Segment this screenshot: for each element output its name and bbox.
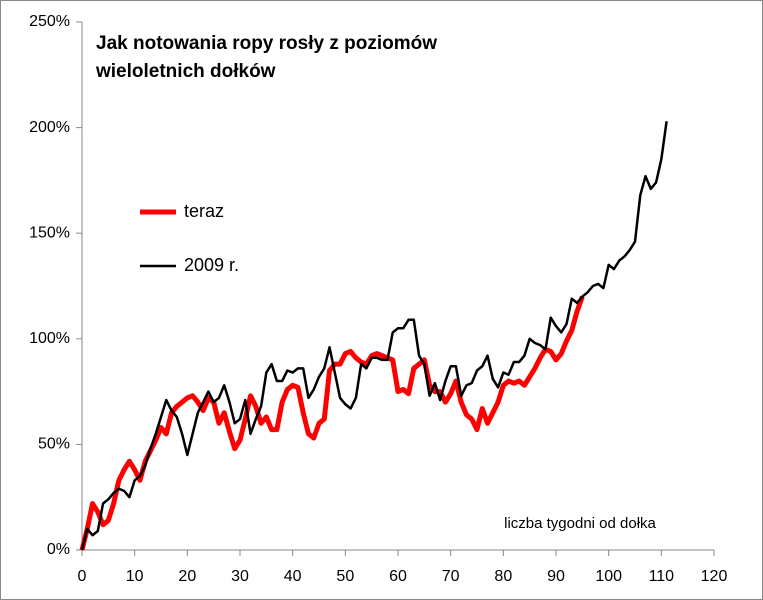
x-tick-label: 90 <box>547 568 565 585</box>
x-tick-label: 0 <box>78 568 87 585</box>
x-tick-label: 10 <box>126 568 144 585</box>
x-tick-label: 100 <box>595 568 622 585</box>
axis-annotation: liczba tygodni od dołka <box>504 515 656 532</box>
y-tick-label: 150% <box>29 224 70 241</box>
x-tick-label: 50 <box>336 568 354 585</box>
x-tick-label: 60 <box>389 568 407 585</box>
x-tick-label: 80 <box>494 568 512 585</box>
y-tick-label: 100% <box>29 330 70 347</box>
x-tick-label: 120 <box>701 568 728 585</box>
y-tick-label: 200% <box>29 119 70 136</box>
series-line <box>79 295 585 551</box>
x-tick-label: 20 <box>178 568 196 585</box>
y-tick-label: 50% <box>38 436 70 453</box>
x-tick-label: 70 <box>442 568 460 585</box>
x-tick-label: 30 <box>231 568 249 585</box>
legend-label: 2009 r. <box>184 255 239 275</box>
x-tick-label: 110 <box>649 568 675 585</box>
legend-label: teraz <box>184 201 224 221</box>
y-tick-label: 250% <box>29 13 70 30</box>
chart-title: Jak notowania ropy rosły z poziomów wiel… <box>96 33 437 82</box>
series-line <box>80 121 668 551</box>
x-tick-label: 40 <box>284 568 302 585</box>
y-tick-label: 0% <box>47 541 70 558</box>
